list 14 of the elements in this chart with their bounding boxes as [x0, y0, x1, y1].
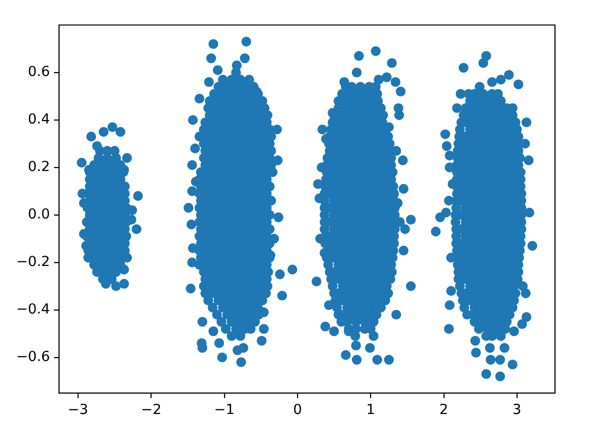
x-tick-label: 0 [293, 402, 302, 418]
y-tick-label: 0.4 [28, 112, 50, 128]
x-tick-label: −2 [140, 402, 162, 418]
y-tick-label: 0.0 [28, 206, 50, 223]
x-tick-label: −3 [68, 402, 88, 418]
x-tick-label: 1 [366, 402, 376, 418]
y-tick-label: 0.2 [28, 159, 50, 176]
y-tick-label: −0.4 [16, 302, 50, 318]
x-tick-label: −1 [214, 402, 235, 418]
x-tick-label: 2 [439, 402, 448, 418]
y-tick-label: 0.6 [28, 64, 50, 80]
y-tick-label: −0.2 [16, 254, 50, 270]
x-tick-label: 3 [512, 402, 522, 418]
y-tick-label: −0.6 [16, 348, 50, 365]
